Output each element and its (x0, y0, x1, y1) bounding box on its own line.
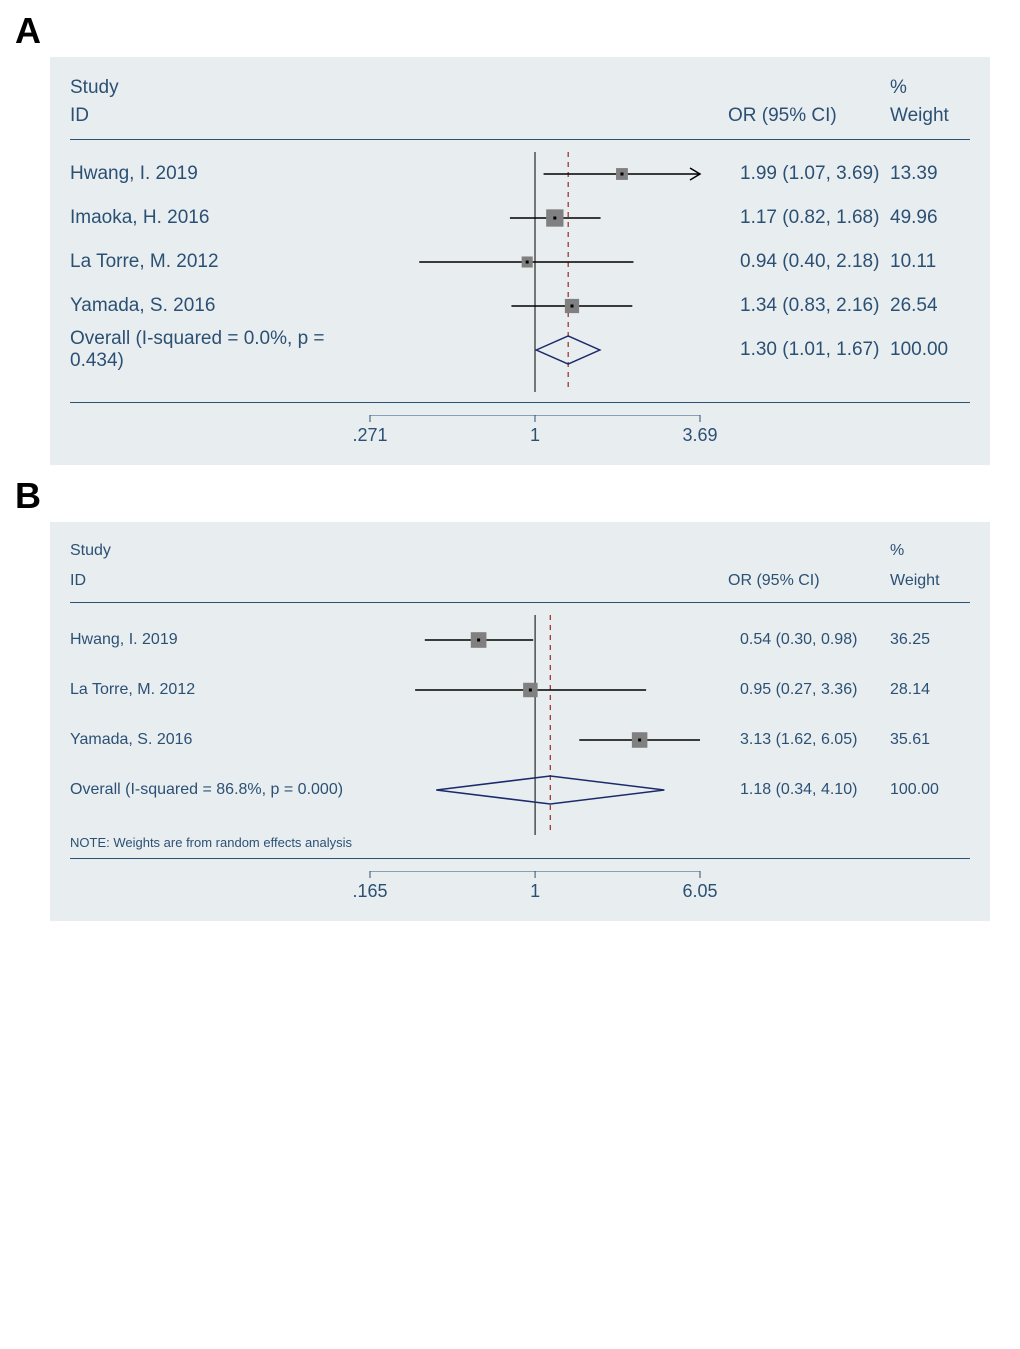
plot-body-b: Hwang, I. 2019 0.54 (0.30, 0.98) 36.25 L… (70, 615, 970, 815)
svg-text:3.69: 3.69 (682, 425, 717, 445)
header-study-1-a: Study (70, 77, 728, 99)
divider-a-bottom (70, 402, 970, 403)
svg-text:1: 1 (530, 881, 540, 901)
header-weight-2-a: Weight (890, 105, 970, 127)
overall-row-a: Overall (I-squared = 0.0%, p = 0.434) 1.… (70, 328, 970, 372)
divider-a-top (70, 139, 970, 140)
axis-svg-b: .165 1 6.05 (70, 871, 970, 911)
svg-text:6.05: 6.05 (682, 881, 717, 901)
study-row-b-2: Yamada, S. 2016 3.13 (1.62, 6.05) 35.61 (70, 715, 970, 765)
forest-plot-b: Study % ID OR (95% CI) Weight Hwang, I. … (50, 522, 990, 921)
divider-b-top (70, 602, 970, 603)
axis-svg-a: .271 1 3.69 (70, 415, 970, 455)
header-weight-1-b: % (890, 542, 970, 560)
overall-row-b: Overall (I-squared = 86.8%, p = 0.000) 1… (70, 765, 970, 815)
study-row-b-1: La Torre, M. 2012 0.95 (0.27, 3.36) 28.1… (70, 665, 970, 715)
axis-region-b: .165 1 6.05 (70, 871, 970, 911)
study-row-a-0: Hwang, I. 2019 1.99 (1.07, 3.69) 13.39 (70, 152, 970, 196)
header-row-1-a: Study % (70, 77, 970, 99)
header-weight-2-b: Weight (890, 572, 970, 590)
study-row-a-2: La Torre, M. 2012 0.94 (0.40, 2.18) 10.1… (70, 240, 970, 284)
panel-b-label: B (15, 475, 1020, 517)
study-row-a-3: Yamada, S. 2016 1.34 (0.83, 2.16) 26.54 (70, 284, 970, 328)
header-row-1-b: Study % (70, 542, 970, 560)
header-row-2-a: ID OR (95% CI) Weight (70, 105, 970, 127)
svg-text:.271: .271 (352, 425, 387, 445)
header-study-2-a: ID (70, 105, 728, 127)
header-row-2-b: ID OR (95% CI) Weight (70, 572, 970, 590)
divider-b-bottom (70, 858, 970, 859)
forest-plot-a: Study % ID OR (95% CI) Weight Hwang, I. … (50, 57, 990, 465)
header-or-a: OR (95% CI) (728, 105, 878, 127)
note-b: NOTE: Weights are from random effects an… (70, 835, 970, 850)
axis-region-a: .271 1 3.69 (70, 415, 970, 455)
header-weight-1-a: % (890, 77, 970, 99)
header-or-b: OR (95% CI) (728, 572, 878, 590)
study-row-a-1: Imaoka, H. 2016 1.17 (0.82, 1.68) 49.96 (70, 196, 970, 240)
header-study-2-b: ID (70, 572, 728, 590)
plot-body-a: Hwang, I. 2019 1.99 (1.07, 3.69) 13.39 I… (70, 152, 970, 372)
figure-container: A Study % ID OR (95% CI) Weight Hwang, I… (0, 10, 1020, 921)
header-study-1-b: Study (70, 542, 728, 560)
study-row-b-0: Hwang, I. 2019 0.54 (0.30, 0.98) 36.25 (70, 615, 970, 665)
panel-a-label: A (15, 10, 1020, 52)
svg-text:1: 1 (530, 425, 540, 445)
svg-text:.165: .165 (352, 881, 387, 901)
